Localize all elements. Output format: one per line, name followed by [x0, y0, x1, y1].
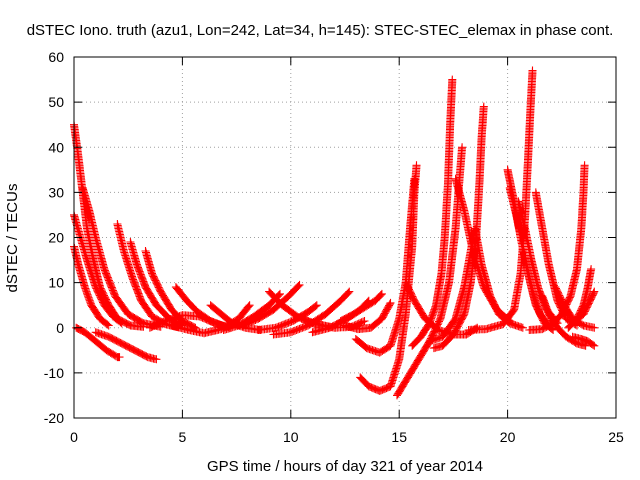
series-markers	[145, 311, 235, 332]
x-tick-label: 20	[500, 429, 516, 445]
series-arc-38	[525, 161, 589, 334]
y-tick-label: 50	[48, 94, 64, 110]
series-arc-6	[91, 328, 161, 364]
y-axis-label: dSTEC / TECUs	[4, 184, 21, 293]
y-tick-label: 60	[48, 49, 64, 65]
series-markers	[78, 183, 165, 331]
series-markers	[351, 174, 419, 357]
y-tick-label: -20	[44, 410, 64, 426]
y-tick-label: 30	[48, 184, 64, 200]
series-markers	[341, 298, 395, 334]
series-markers	[336, 289, 386, 325]
x-tick-label: 25	[608, 429, 624, 445]
series-arc-23	[351, 174, 419, 357]
axes: 0 5 10 15 20 25 -20 -10 0 10 20 30 40 50 60	[44, 49, 624, 445]
x-tick-label: 15	[391, 429, 407, 445]
series-markers	[505, 183, 558, 334]
series-arc-34	[505, 183, 558, 334]
x-tick-label: 0	[70, 429, 78, 445]
series-arc-21	[336, 289, 386, 325]
series-markers	[451, 174, 514, 325]
y-tick-label: 40	[48, 139, 64, 155]
y-tick-label: -10	[44, 365, 64, 381]
y-tick-label: 10	[48, 275, 64, 291]
series-arc-31	[464, 66, 537, 334]
x-axis-label: GPS time / hours of day 321 of year 2014	[207, 458, 483, 475]
series-arc-41	[568, 332, 599, 350]
x-tick-label: 5	[179, 429, 187, 445]
series-arc-4	[78, 183, 165, 331]
series-arc-24	[341, 298, 395, 334]
series-markers	[91, 328, 161, 364]
series-arc-32	[451, 174, 514, 325]
series-markers	[570, 287, 599, 325]
x-tick-label: 10	[283, 429, 299, 445]
data-series	[70, 66, 599, 400]
series-markers	[525, 161, 589, 334]
series-markers	[568, 332, 599, 350]
y-tick-label: 0	[56, 320, 64, 336]
series-arc-42	[570, 287, 599, 325]
series-markers	[464, 66, 537, 334]
chart-title: dSTEC Iono. truth (azu1, Lon=242, Lat=34…	[27, 22, 614, 39]
series-markers	[393, 143, 467, 400]
series-arc-11	[145, 311, 235, 332]
series-arc-25	[393, 143, 467, 400]
y-tick-label: 20	[48, 230, 64, 246]
